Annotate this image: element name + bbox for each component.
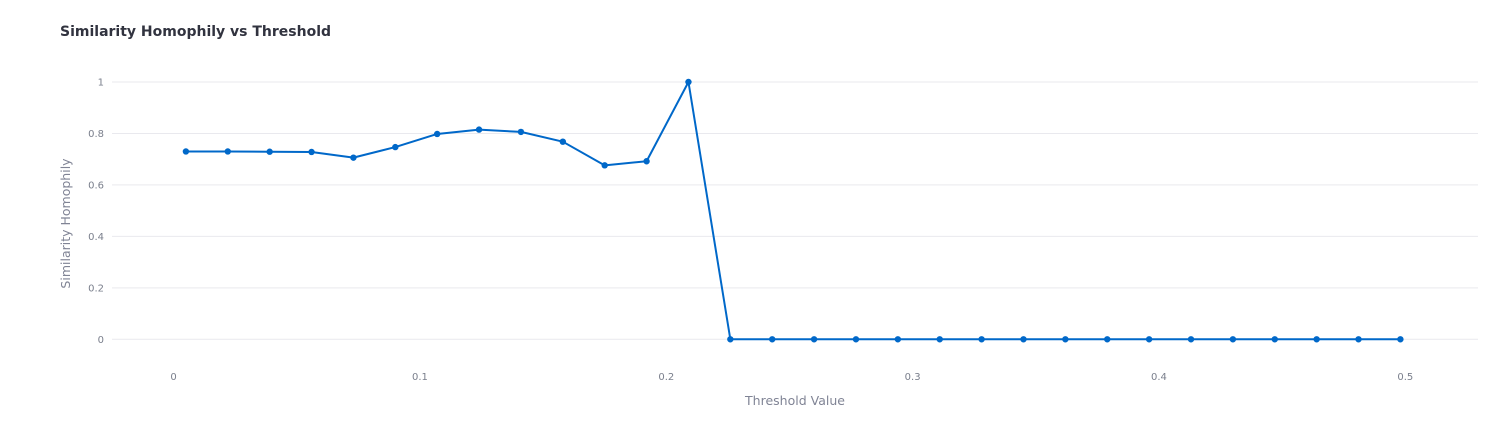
y-axis-title: Similarity Homophily (58, 158, 73, 289)
data-point[interactable] (1187, 336, 1195, 343)
data-point[interactable] (350, 154, 357, 161)
x-tick-label: 0.5 (1397, 372, 1413, 383)
series-line (185, 81, 1401, 341)
data-point[interactable] (936, 336, 943, 343)
data-point[interactable] (810, 336, 818, 343)
y-tick-label: 0.6 (88, 180, 104, 191)
data-point[interactable] (852, 336, 860, 343)
data-point[interactable] (475, 126, 483, 133)
data-point[interactable] (1062, 336, 1069, 343)
data-point[interactable] (182, 148, 190, 155)
series-layer (182, 78, 1404, 343)
x-tick-label: 0 (170, 372, 176, 383)
x-tick-label: 0.4 (1151, 372, 1167, 383)
data-point[interactable] (559, 138, 567, 145)
data-point[interactable] (1355, 336, 1362, 343)
chart-title: Similarity Homophily vs Threshold (60, 24, 332, 40)
x-tick-label: 0.2 (658, 372, 674, 383)
data-point[interactable] (769, 336, 776, 343)
gridlines (112, 81, 1478, 340)
y-tick-label: 0.8 (88, 129, 104, 140)
data-point[interactable] (1229, 336, 1237, 343)
data-point[interactable] (1397, 336, 1404, 343)
x-tick-label: 0.3 (905, 372, 921, 383)
data-point[interactable] (601, 162, 608, 169)
y-axis-ticks: 0 0.2 0.4 0.6 0.8 1 (88, 78, 104, 346)
data-point[interactable] (1313, 336, 1320, 343)
data-point[interactable] (308, 148, 315, 156)
y-tick-label: 0.2 (88, 283, 104, 294)
y-tick-label: 0 (98, 335, 104, 346)
data-point[interactable] (392, 143, 399, 151)
data-point[interactable] (1020, 336, 1027, 343)
y-tick-label: 0.4 (88, 232, 104, 243)
y-tick-label: 1 (98, 78, 104, 89)
data-point[interactable] (643, 158, 650, 165)
data-point[interactable] (266, 148, 273, 155)
data-point[interactable] (1145, 336, 1153, 343)
x-axis-title: Threshold Value (744, 393, 845, 408)
data-point[interactable] (433, 130, 441, 138)
data-point[interactable] (685, 78, 692, 86)
data-point[interactable] (1271, 336, 1278, 343)
x-tick-label: 0.1 (412, 372, 428, 383)
data-point[interactable] (978, 336, 985, 343)
data-point[interactable] (894, 336, 902, 343)
data-point[interactable] (517, 128, 525, 136)
data-point[interactable] (727, 336, 734, 343)
x-axis-ticks: 0 0.1 0.2 0.3 0.4 0.5 (170, 372, 1413, 383)
data-point[interactable] (1104, 336, 1111, 343)
data-point[interactable] (224, 148, 231, 155)
